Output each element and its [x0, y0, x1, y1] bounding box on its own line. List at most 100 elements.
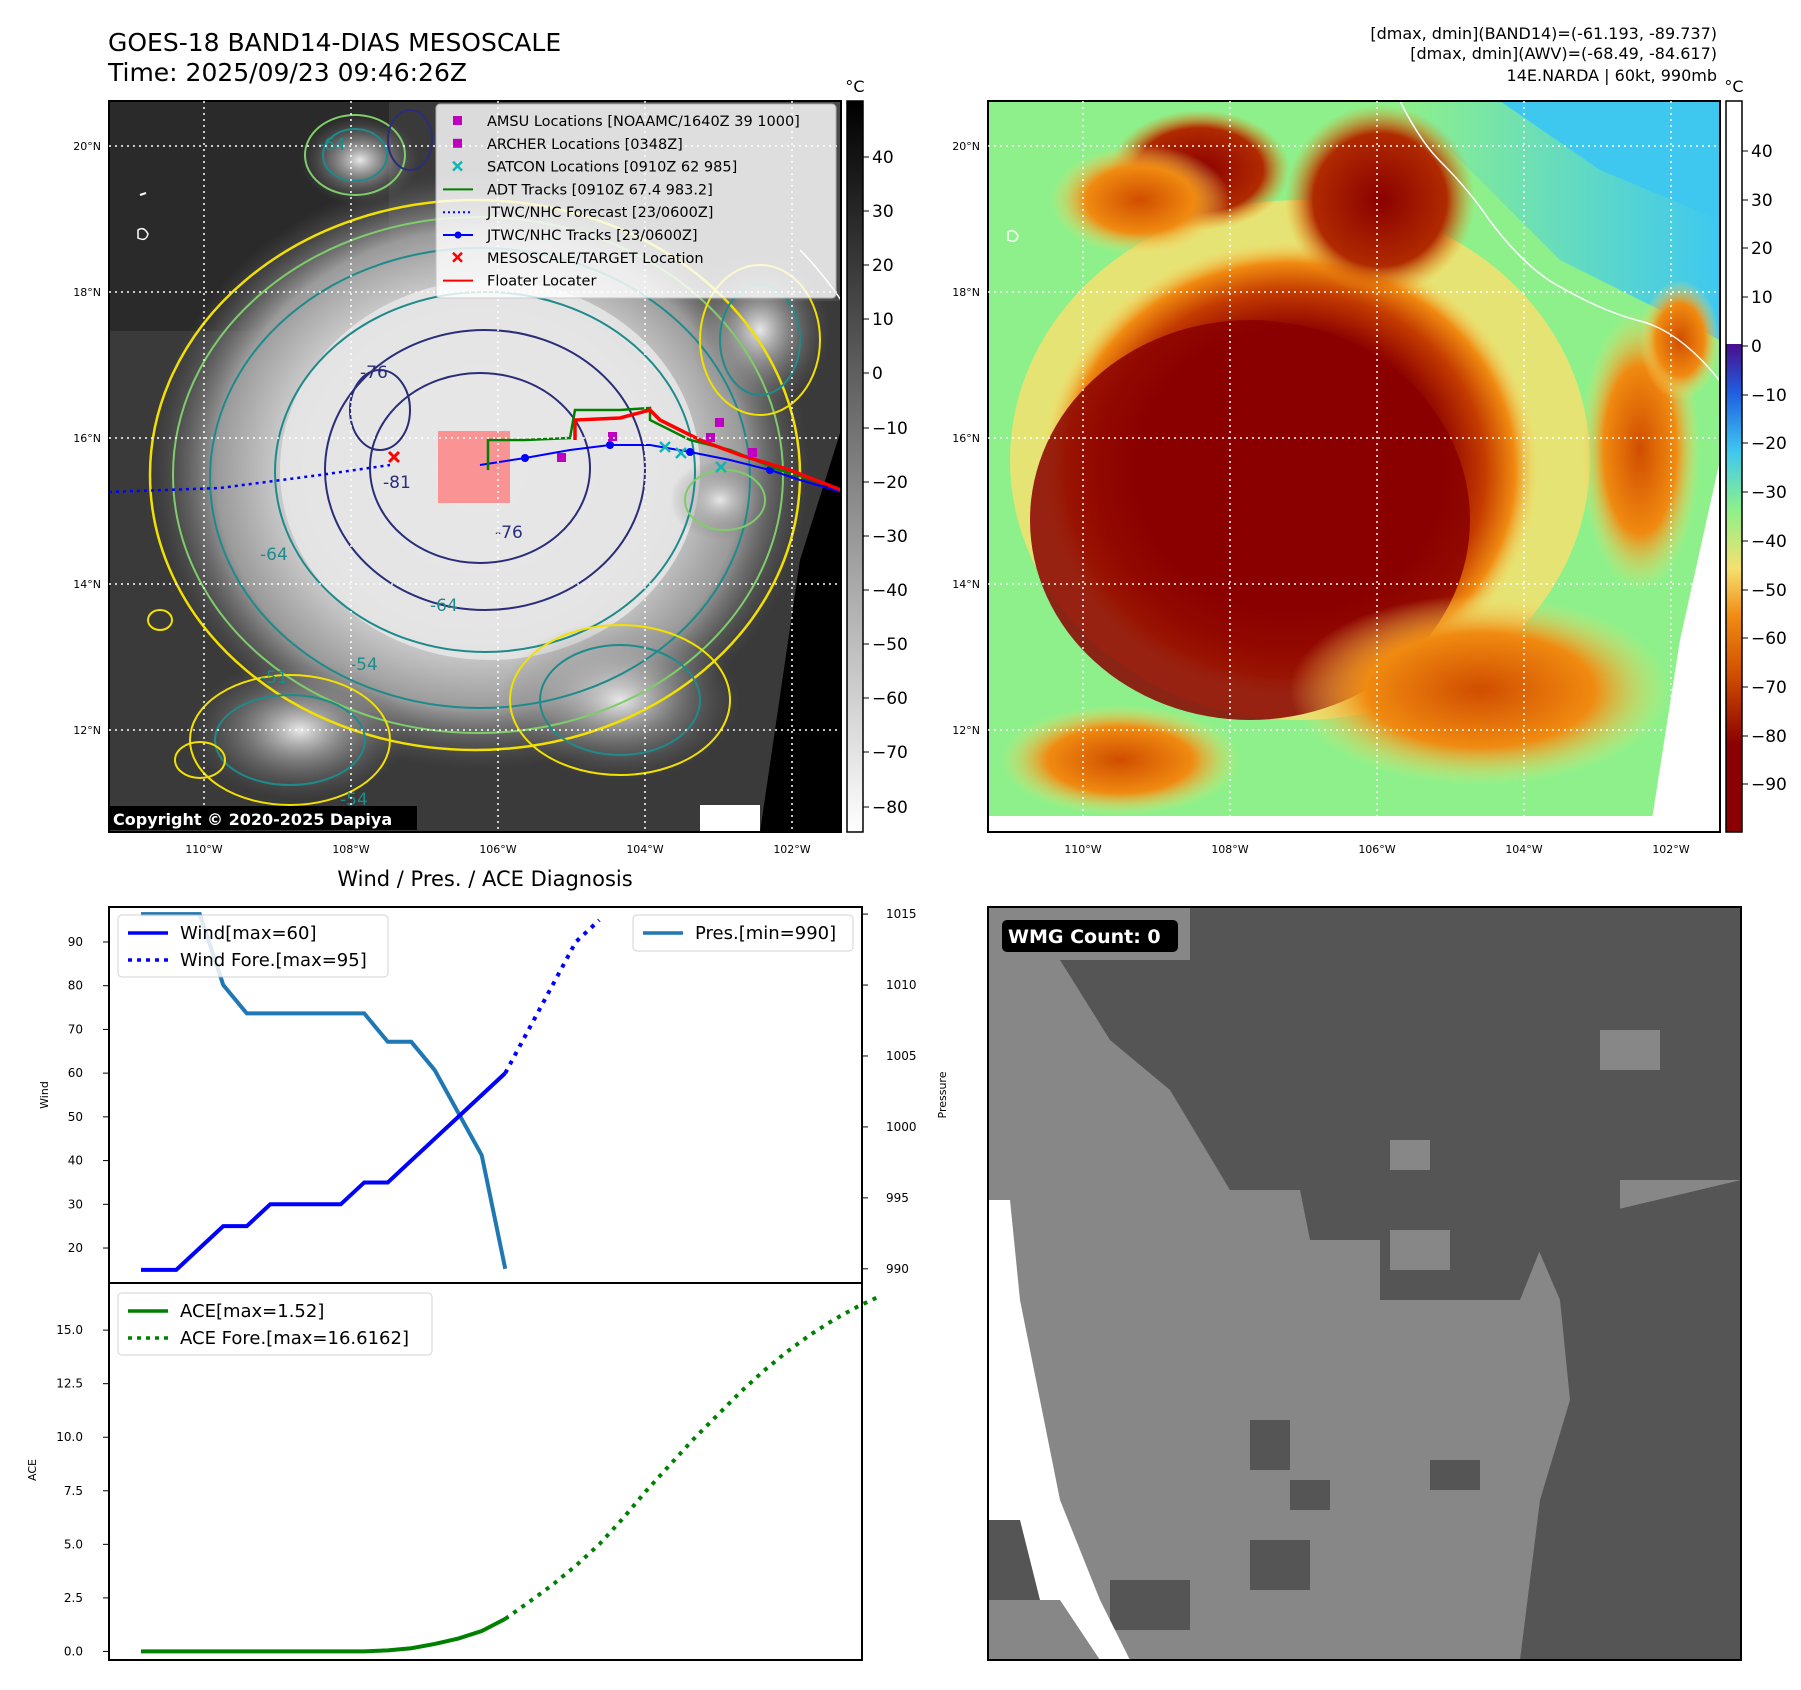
target-marker — [387, 450, 401, 464]
legend-ace-fore: ACE Fore.[max=16.6162] — [180, 1328, 409, 1349]
colorbar-tick-label: 0 — [1751, 337, 1762, 357]
colorbar-tick-label: −60 — [1751, 629, 1787, 649]
pressure-tick-label: 1005 — [886, 1049, 917, 1063]
colorbar-tick-label: −40 — [1751, 532, 1787, 552]
colorbar-tick-label: 20 — [872, 256, 894, 276]
wmg-count-badge — [1002, 920, 1178, 952]
legend-item-label: SATCON Locations [0910Z 62 985] — [487, 160, 737, 176]
lon-tick-label: 102°W — [773, 843, 810, 856]
contour-label: -54 — [340, 790, 368, 810]
ir-map: -76 -81 -76 -64 -64 -64 -54 -51 -54 — [73, 100, 842, 856]
best-track — [479, 444, 841, 493]
legend-pres: Pres.[min=990] — [695, 923, 836, 944]
lon-tick-label: 104°W — [1505, 843, 1542, 856]
ace-axis-label: ACE — [26, 1459, 39, 1481]
wind-tick-label: 20 — [68, 1241, 83, 1255]
lat-tick-label: 20°N — [73, 140, 101, 153]
diag-title: Wind / Pres. / ACE Diagnosis — [337, 867, 632, 891]
pressure-tick-label: 995 — [886, 1191, 909, 1205]
legend-item-label: MESOSCALE/TARGET Location — [487, 251, 704, 267]
ace-panel: 0.0 2.5 5.0 7.5 10.0 12.5 15.0 ACE ACE[max=1.5… — [26, 1282, 883, 1661]
ir-lon-ticks: 110°W 108°W 106°W 104°W 102°W — [185, 843, 810, 856]
colorbar-tick-label: −20 — [872, 473, 908, 493]
legend-item-label: Floater Locater — [487, 274, 596, 290]
contour-label: -64 — [318, 135, 346, 155]
colorbar-tick-label: −20 — [1751, 434, 1787, 454]
wind-pres-panel: 20 30 40 50 60 70 80 90 990 995 1000 1005 1010 1015 W… — [38, 906, 949, 1284]
legend-ace: ACE[max=1.52] — [180, 1301, 324, 1322]
colorbar-tick-label: 10 — [1751, 288, 1773, 308]
info-storm: 14E.NARDA | 60kt, 990mb — [1507, 66, 1717, 85]
colorbar-tick-label: 30 — [1751, 191, 1773, 211]
contour-label: -54 — [350, 655, 378, 675]
colorbar-tick-label: −10 — [872, 419, 908, 439]
ace-tick-label: 0.0 — [64, 1644, 83, 1658]
contour-label: -76 — [495, 523, 523, 543]
wind-tick-label: 40 — [68, 1154, 83, 1168]
lat-tick-label: 18°N — [952, 286, 980, 299]
pressure-tick-label: 1015 — [886, 907, 917, 921]
colorbar-tick-label: −70 — [1751, 678, 1787, 698]
colorbar-tick-label: −70 — [872, 743, 908, 763]
colorbar-tick-label: 0 — [872, 364, 883, 384]
awv-lat-ticks: 20°N 18°N 16°N 14°N 12°N — [952, 140, 980, 737]
awv-colorbar: °C 40 30 20 10 0 −10 −20 −30 −40 −50 −60 −70 −80 −90 — [1724, 77, 1787, 833]
forecast-track — [109, 463, 391, 494]
wind-tick-label: 70 — [68, 1022, 83, 1036]
wind-line — [141, 1071, 507, 1272]
lon-tick-label: 108°W — [332, 843, 369, 856]
lat-tick-label: 12°N — [73, 724, 101, 737]
contour-label: -76 — [360, 363, 388, 383]
legend-marker — [453, 138, 462, 148]
ace-tick-label: 12.5 — [56, 1377, 83, 1391]
lon-tick-label: 110°W — [185, 843, 222, 856]
awv-map-frame — [987, 100, 1721, 833]
figure-title: GOES-18 BAND14-DIAS MESOSCALE — [108, 28, 561, 57]
legend-wind-fore: Wind Fore.[max=95] — [180, 950, 367, 971]
ir-lat-ticks: 20°N 18°N 16°N 14°N 12°N — [73, 140, 101, 737]
legend-marker — [454, 231, 462, 239]
lat-tick-label: 18°N — [73, 286, 101, 299]
colorbar-tick-label: −10 — [1751, 386, 1787, 406]
wmg-imagery — [988, 907, 1741, 1660]
awv-gridlines — [988, 101, 1720, 832]
legend-item-label: ARCHER Locations [0348Z] — [487, 137, 683, 153]
figure-time: Time: 2025/09/23 09:46:26Z — [107, 58, 467, 87]
lon-tick-label: 108°W — [1211, 843, 1248, 856]
awv-colorbar-unit: °C — [1724, 77, 1743, 96]
lon-tick-label: 110°W — [1064, 843, 1101, 856]
ir-colorbar-unit: °C — [845, 77, 864, 96]
colorbar-tick-label: −80 — [1751, 727, 1787, 747]
lon-tick-label: 106°W — [479, 843, 516, 856]
ir-colorbar: °C 40 30 20 10 0 −10 −20 −30 −40 −50 −60 −70 −80 — [845, 77, 908, 833]
copyright-text: Copyright © 2020-2025 Dapiya — [113, 810, 392, 829]
colorbar-tick-label: −60 — [872, 689, 908, 709]
legend-item-label: JTWC/NHC Tracks [23/0600Z] — [486, 228, 698, 244]
ace-forecast-line — [504, 1293, 883, 1621]
colorbar-tick-label: 10 — [872, 310, 894, 330]
ace-legend: ACE[max=1.52] ACE Fore.[max=16.6162] — [117, 1292, 433, 1356]
ace-tick-label: 15.0 — [56, 1323, 83, 1337]
pressure-axis-label: Pressure — [936, 1071, 949, 1118]
wind-forecast-line — [503, 918, 601, 1075]
colorbar-tick-label: −30 — [872, 527, 908, 547]
lon-tick-label: 106°W — [1358, 843, 1395, 856]
legend-wind: Wind[max=60] — [180, 923, 317, 944]
copyright-box — [109, 806, 417, 830]
wind-tick-label: 60 — [68, 1066, 83, 1080]
legend-marker — [453, 116, 462, 125]
info-band14: [dmax, dmin](BAND14)=(-61.193, -89.737) — [1370, 24, 1717, 43]
colorbar-tick-label: −40 — [872, 581, 908, 601]
wind-legend: Wind[max=60] Wind Fore.[max=95] — [117, 914, 389, 978]
ace-tick-label: 2.5 — [64, 1591, 83, 1605]
wmg-panel: WMG Count: 0 — [987, 906, 1742, 1661]
legend-marker — [452, 160, 463, 172]
lon-tick-label: 102°W — [1652, 843, 1689, 856]
colorbar-tick-label: −50 — [872, 635, 908, 655]
legend-item-label: AMSU Locations [NOAAMC/1640Z 39 1000] — [487, 114, 800, 130]
contour-label: -64 — [430, 596, 458, 616]
ace-tick-label: 5.0 — [64, 1537, 83, 1551]
wind-tick-label: 50 — [68, 1110, 83, 1124]
colorbar-tick-label: 20 — [1751, 239, 1773, 259]
